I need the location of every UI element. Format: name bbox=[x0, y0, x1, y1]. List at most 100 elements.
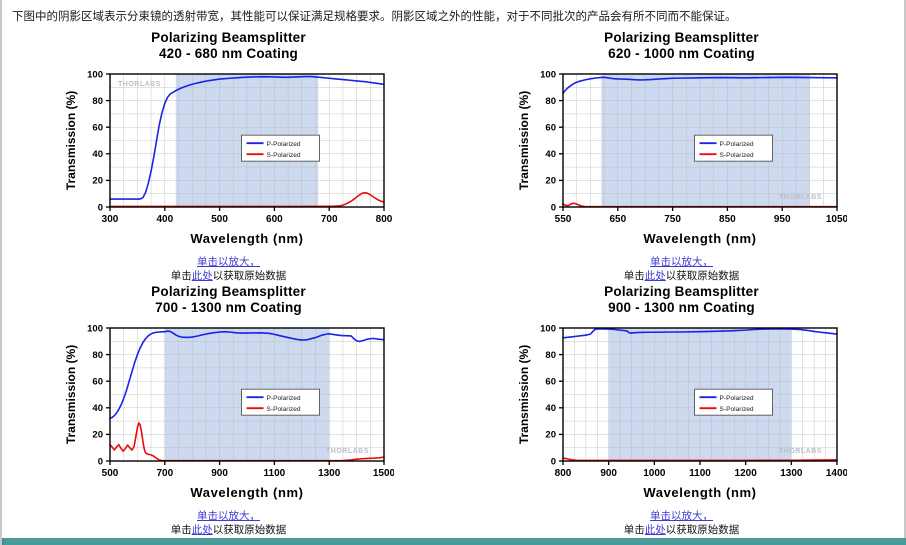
chart-title-line2-2: 700 - 1300 nm Coating bbox=[155, 300, 302, 316]
x-tick-label: 650 bbox=[609, 214, 626, 225]
x-tick-label: 950 bbox=[773, 214, 790, 225]
x-tick-label: 500 bbox=[211, 214, 228, 225]
y-tick-label: 80 bbox=[545, 350, 556, 361]
y-tick-label: 60 bbox=[92, 122, 103, 133]
y-axis-label: Transmission (%) bbox=[64, 345, 78, 444]
zoom-link-1[interactable]: 单击以放大， bbox=[650, 255, 713, 268]
zoom-link-0[interactable]: 单击以放大， bbox=[197, 255, 260, 268]
legend-label: P-Polarized bbox=[266, 395, 300, 402]
x-tick-label: 550 bbox=[554, 214, 571, 225]
thorlabs-watermark: THORLABS bbox=[326, 448, 369, 455]
x-tick-label: 800 bbox=[375, 214, 392, 225]
charts-grid: Polarizing Beamsplitter 420 - 680 nm Coa… bbox=[2, 30, 906, 538]
y-tick-label: 100 bbox=[540, 323, 556, 334]
y-axis-label: Transmission (%) bbox=[517, 345, 531, 444]
chart-title-line1-2: Polarizing Beamsplitter bbox=[151, 283, 306, 299]
raw-prefix-3: 单击 bbox=[623, 524, 645, 537]
series-line-s-polarized bbox=[108, 421, 385, 462]
zoom-link-3[interactable]: 单击以放大， bbox=[650, 509, 713, 522]
raw-suffix-3: 以获取原始数据 bbox=[665, 524, 740, 537]
y-tick-label: 80 bbox=[545, 96, 556, 107]
y-tick-label: 20 bbox=[92, 176, 103, 187]
chart-legend: P-Polarized S-Polarized bbox=[693, 134, 773, 162]
y-tick-label: 40 bbox=[92, 403, 103, 414]
chart-title-line1-0: Polarizing Beamsplitter bbox=[151, 30, 306, 45]
chart-links-3: 单击以放大， 单击此处以获取原始数据 bbox=[624, 504, 740, 538]
chart-cell-0: Polarizing Beamsplitter 420 - 680 nm Coa… bbox=[2, 30, 455, 284]
chart-links-0: 单击以放大， 单击此处以获取原始数据 bbox=[171, 250, 287, 284]
x-tick-label: 700 bbox=[320, 214, 337, 225]
x-axis-label: Wavelength (nm) bbox=[643, 485, 756, 500]
raw-suffix-2: 以获取原始数据 bbox=[212, 524, 287, 537]
y-tick-label: 40 bbox=[545, 149, 556, 160]
chart-svg: THORLABS 550 650 750 850 950 1050 0 20 40 60 80 100 W… bbox=[517, 69, 849, 246]
chart-legend: P-Polarized S-Polarized bbox=[240, 134, 320, 162]
legend-label: S-Polarized bbox=[719, 406, 753, 413]
y-tick-label: 100 bbox=[540, 69, 556, 80]
plot-frame bbox=[561, 73, 838, 208]
intro-note: 下图中的阴影区域表示分束镜的透射带宽，其性能可以保证满足规格要求。阴影区域之外的… bbox=[12, 9, 737, 23]
x-tick-label: 1500 bbox=[372, 468, 393, 479]
series-line-p-polarized bbox=[108, 75, 385, 200]
plot-frame bbox=[108, 327, 385, 462]
chart-plot-0: THORLABS 300 400 500 600 700 800 0 20 40 60 80 100 Wa… bbox=[64, 64, 394, 249]
x-tick-label: 1100 bbox=[689, 468, 711, 479]
bottom-status-bar-inner bbox=[4, 538, 906, 545]
chart-title-3: Polarizing Beamsplitter 900 - 1300 nm Co… bbox=[604, 284, 759, 317]
y-tick-label: 40 bbox=[545, 403, 556, 414]
y-tick-label: 0 bbox=[550, 202, 555, 213]
chart-title-line2-0: 420 - 680 nm Coating bbox=[158, 46, 299, 62]
x-axis-label: Wavelength (nm) bbox=[190, 231, 303, 246]
y-tick-label: 80 bbox=[92, 96, 103, 107]
x-tick-label: 400 bbox=[156, 214, 173, 225]
chart-title-1: Polarizing Beamsplitter 620 - 1000 nm Co… bbox=[604, 30, 759, 63]
x-tick-label: 300 bbox=[101, 214, 118, 225]
x-tick-label: 500 bbox=[101, 468, 118, 479]
y-tick-label: 0 bbox=[550, 456, 555, 467]
x-tick-label: 900 bbox=[211, 468, 228, 479]
x-tick-label: 750 bbox=[664, 214, 681, 225]
zoom-link-2[interactable]: 单击以放大， bbox=[197, 509, 260, 522]
y-tick-label: 0 bbox=[97, 202, 102, 213]
thorlabs-watermark: THORLABS bbox=[118, 81, 161, 88]
thorlabs-watermark: THORLABS bbox=[779, 448, 822, 455]
legend-label: P-Polarized bbox=[266, 141, 300, 148]
y-tick-label: 60 bbox=[92, 376, 103, 387]
legend-label: S-Polarized bbox=[266, 152, 300, 159]
y-tick-label: 20 bbox=[92, 429, 103, 440]
chart-title-line2-1: 620 - 1000 nm Coating bbox=[608, 46, 755, 62]
raw-suffix-1: 以获取原始数据 bbox=[665, 270, 740, 283]
chart-cell-3: Polarizing Beamsplitter 900 - 1300 nm Co… bbox=[455, 284, 906, 538]
series-line-p-polarized bbox=[561, 327, 838, 339]
chart-plot-1: THORLABS 550 650 750 850 950 1050 0 20 40 60 80 100 W… bbox=[517, 64, 849, 249]
legend-label: S-Polarized bbox=[719, 152, 753, 159]
chart-title-line1-1: Polarizing Beamsplitter bbox=[604, 30, 759, 45]
y-tick-label: 100 bbox=[87, 323, 103, 334]
legend-label: P-Polarized bbox=[719, 141, 753, 148]
chart-cell-1: Polarizing Beamsplitter 620 - 1000 nm Co… bbox=[455, 30, 906, 284]
series-line-p-polarized bbox=[108, 330, 385, 420]
raw-prefix-1: 单击 bbox=[623, 270, 645, 283]
x-tick-label: 1050 bbox=[825, 214, 846, 225]
y-tick-label: 100 bbox=[87, 69, 103, 80]
x-tick-label: 1400 bbox=[825, 468, 846, 479]
gridlines bbox=[109, 327, 384, 461]
y-tick-label: 40 bbox=[92, 149, 103, 160]
raw-suffix-0: 以获取原始数据 bbox=[212, 270, 287, 283]
chart-title-line2-3: 900 - 1300 nm Coating bbox=[608, 300, 755, 316]
raw-data-link-1[interactable]: 此处 bbox=[644, 270, 666, 283]
raw-data-link-2[interactable]: 此处 bbox=[191, 524, 213, 537]
legend-label: P-Polarized bbox=[719, 395, 753, 402]
raw-data-link-3[interactable]: 此处 bbox=[644, 524, 666, 537]
chart-links-1: 单击以放大， 单击此处以获取原始数据 bbox=[624, 250, 740, 284]
x-tick-label: 850 bbox=[719, 214, 736, 225]
chart-legend: P-Polarized S-Polarized bbox=[240, 388, 320, 416]
x-tick-label: 800 bbox=[554, 468, 571, 479]
raw-prefix-0: 单击 bbox=[170, 270, 192, 283]
chart-plot-3: THORLABS 800 900 1000 1100 1200 1300 1400 0 20 40 6… bbox=[517, 318, 849, 503]
legend-label: S-Polarized bbox=[266, 406, 300, 413]
y-tick-label: 80 bbox=[92, 350, 103, 361]
chart-title-line1-3: Polarizing Beamsplitter bbox=[604, 283, 759, 299]
chart-svg: THORLABS 500 700 900 1100 1300 1500 0 20 40 60 80 10… bbox=[64, 323, 396, 500]
raw-data-link-0[interactable]: 此处 bbox=[191, 270, 213, 283]
